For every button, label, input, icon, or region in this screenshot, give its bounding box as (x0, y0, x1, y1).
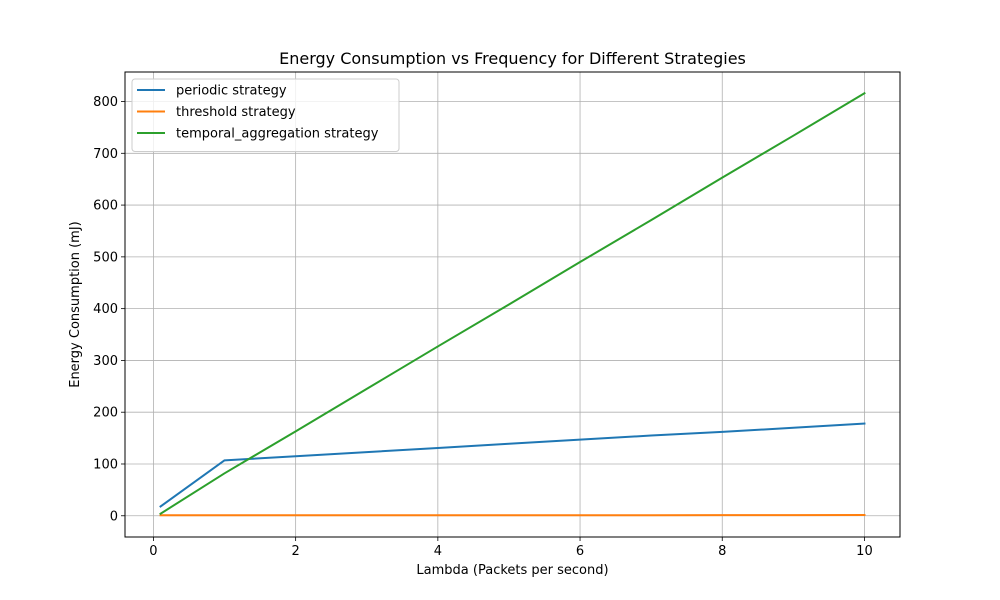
series-line-3 (159, 91, 866, 516)
series-line-1 (159, 422, 866, 508)
x-tick-label: 4 (434, 544, 442, 559)
y-tick-label: 200 (93, 406, 118, 421)
legend-label: temporal_aggregation strategy (176, 127, 379, 142)
x-tick-label: 0 (149, 544, 157, 559)
y-tick-label: 600 (93, 199, 118, 214)
series-lines (159, 91, 866, 517)
y-tick-label: 0 (110, 509, 118, 524)
y-tick-label: 500 (93, 250, 118, 265)
legend: periodic strategy threshold strategy tempo… (131, 78, 400, 152)
legend-label: threshold strategy (176, 105, 296, 120)
chart-title: Energy Consumption vs Frequency for Diff… (279, 49, 746, 68)
x-axis-label: Lambda (Packets per second) (416, 563, 608, 578)
y-axis-label: Energy Consumption (mJ) (68, 221, 83, 388)
plot-frame (124, 71, 901, 538)
y-tick-label: 800 (93, 95, 118, 110)
y-tick-label: 300 (93, 354, 118, 369)
x-tick-label: 6 (576, 544, 584, 559)
x-tick-label: 2 (292, 544, 300, 559)
legend-label: periodic strategy (176, 84, 287, 99)
legend-box (131, 78, 400, 152)
x-tick-label: 8 (718, 544, 726, 559)
x-tick-label: 10 (856, 544, 873, 559)
y-tick-label: 100 (93, 457, 118, 472)
y-tick-label: 700 (93, 147, 118, 162)
y-tick-label: 400 (93, 302, 118, 317)
